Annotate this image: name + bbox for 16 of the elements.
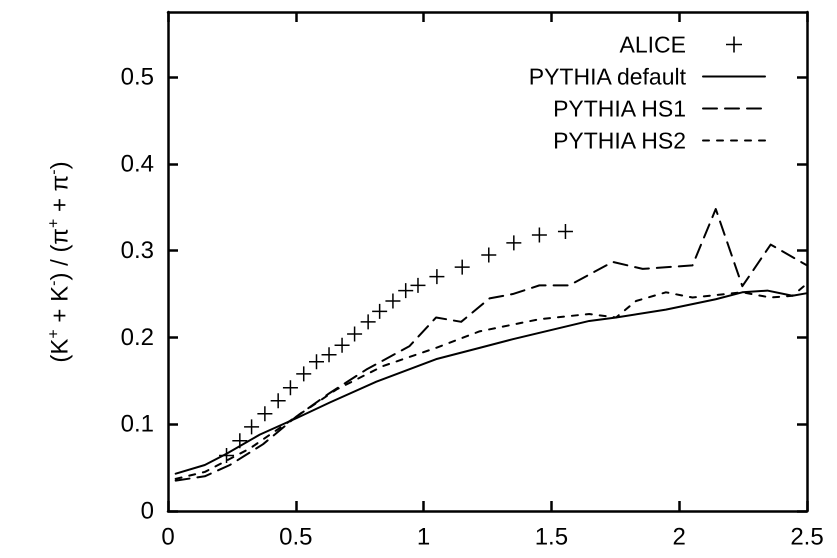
legend-label: PYTHIA default	[528, 64, 687, 90]
y-tick-label: 0.4	[120, 150, 154, 178]
x-tick-label: 0	[161, 524, 175, 550]
y-tick-label: 0.1	[120, 410, 154, 438]
x-tick-label: 0.5	[279, 524, 312, 550]
y-tick-label: 0	[140, 498, 154, 524]
x-tick-label: 1.5	[534, 524, 568, 550]
legend-label: PYTHIA HS1	[553, 96, 686, 122]
x-tick-label: 1	[416, 524, 430, 550]
y-tick-label: 0.2	[120, 324, 154, 351]
y-tick-label: 0.5	[120, 64, 154, 91]
legend-label: ALICE	[620, 32, 686, 58]
x-tick-label: 2.5	[790, 524, 824, 550]
legend-label: PYTHIA HS2	[553, 128, 686, 154]
x-tick-label: 2	[672, 524, 686, 550]
y-tick-label: 0.3	[120, 237, 154, 264]
